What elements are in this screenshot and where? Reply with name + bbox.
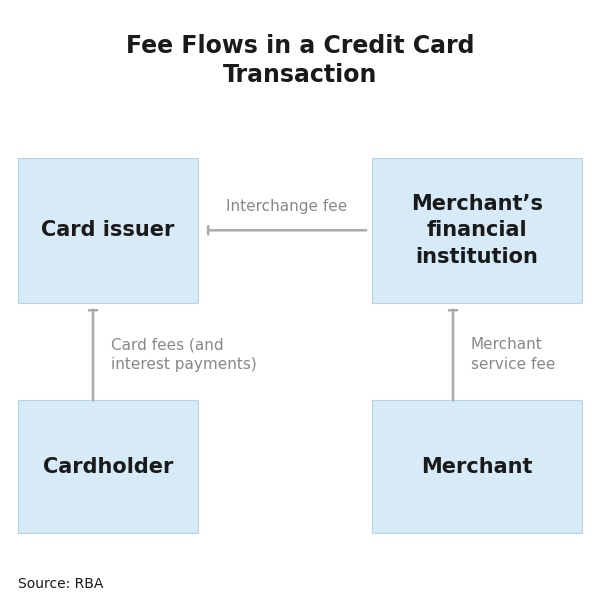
Text: Cardholder: Cardholder (43, 456, 173, 477)
FancyBboxPatch shape (18, 400, 198, 533)
Text: Merchant’s
financial
institution: Merchant’s financial institution (411, 194, 543, 267)
Text: Fee Flows in a Credit Card
Transaction: Fee Flows in a Credit Card Transaction (126, 34, 474, 87)
Text: Card fees (and
interest payments): Card fees (and interest payments) (111, 337, 257, 372)
FancyBboxPatch shape (372, 400, 582, 533)
FancyBboxPatch shape (18, 158, 198, 303)
Text: Merchant
service fee: Merchant service fee (471, 337, 556, 372)
Text: Merchant: Merchant (421, 456, 533, 477)
Text: Interchange fee: Interchange fee (226, 199, 347, 213)
Text: Card issuer: Card issuer (41, 220, 175, 241)
Text: Source: RBA: Source: RBA (18, 577, 103, 591)
FancyBboxPatch shape (372, 158, 582, 303)
